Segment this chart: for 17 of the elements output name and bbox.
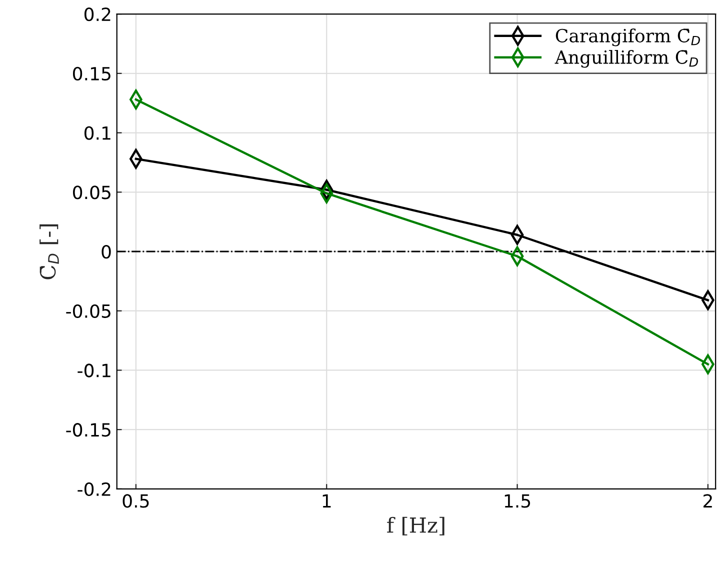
legend-label: Carangiform C̄$_{D}$ [556, 28, 700, 46]
x-tick-label: 2 [704, 494, 712, 508]
y-tick-label: -0.15 [66, 423, 110, 437]
x-tick-label: 1.5 [504, 494, 530, 508]
y-tick-label: -0.2 [78, 482, 110, 496]
y-tick-label: 0.15 [73, 66, 110, 81]
y-tick-label: 0.05 [73, 186, 110, 200]
y-axis-title: C̄$_{D}$ [-] [40, 224, 59, 280]
y-tick-label: -0.1 [78, 364, 110, 378]
legend-label: Anguilliform C̄$_{D}$ [554, 50, 698, 68]
x-axis-title: f [Hz] [387, 516, 444, 536]
y-tick-label: 0.1 [84, 126, 110, 140]
y-tick-label: 0.2 [84, 8, 110, 22]
y-tick-label: -0.05 [66, 304, 110, 318]
x-tick-label: 0.5 [122, 494, 149, 508]
y-tick-label: 0 [102, 244, 111, 259]
x-tick-label: 1 [322, 494, 331, 508]
